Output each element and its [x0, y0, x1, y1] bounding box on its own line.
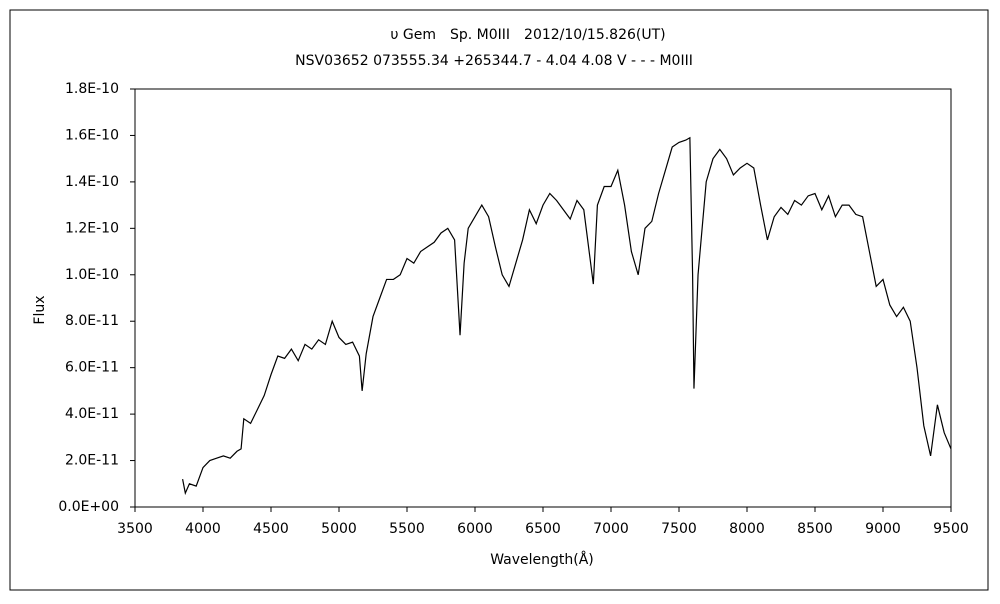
y-tick-label: 0.0E+00	[58, 499, 119, 515]
y-tick-label: 1.2E-10	[65, 220, 119, 236]
x-tick-label: 8500	[797, 521, 833, 537]
chart-subtitle: NSV03652 073555.34 +265344.7 - 4.04 4.08…	[295, 53, 693, 69]
y-tick-label: 1.4E-10	[65, 174, 119, 190]
x-tick-label: 6000	[457, 521, 493, 537]
x-tick-label: 8000	[729, 521, 765, 537]
x-tick-label: 6500	[525, 521, 561, 537]
y-tick-label: 4.0E-11	[65, 406, 119, 422]
y-tick-label: 1.0E-10	[65, 267, 119, 283]
chart-frame	[9, 9, 989, 591]
spectrum-line	[182, 136, 952, 496]
x-tick-label: 5500	[389, 521, 425, 537]
y-tick-label: 2.0E-11	[65, 453, 119, 469]
y-tick-label: 1.6E-10	[65, 127, 119, 143]
x-tick-label: 4500	[253, 521, 289, 537]
y-axis-label: Flux	[32, 295, 48, 324]
plot-area	[134, 88, 952, 508]
x-tick-label: 4000	[185, 521, 221, 537]
x-tick-label: 7500	[661, 521, 697, 537]
x-tick-label: 5000	[321, 521, 357, 537]
x-tick-label: 9000	[865, 521, 901, 537]
chart-title: υ Gem Sp. M0III 2012/10/15.826(UT)	[390, 27, 665, 43]
x-tick-label: 3500	[117, 521, 153, 537]
y-tick-label: 6.0E-11	[65, 360, 119, 376]
y-tick-label: 1.8E-10	[65, 81, 119, 97]
x-tick-label: 9500	[933, 521, 969, 537]
x-axis-label: Wavelength(Å)	[490, 551, 594, 568]
y-tick-label: 8.0E-11	[65, 313, 119, 329]
x-tick-label: 7000	[593, 521, 629, 537]
